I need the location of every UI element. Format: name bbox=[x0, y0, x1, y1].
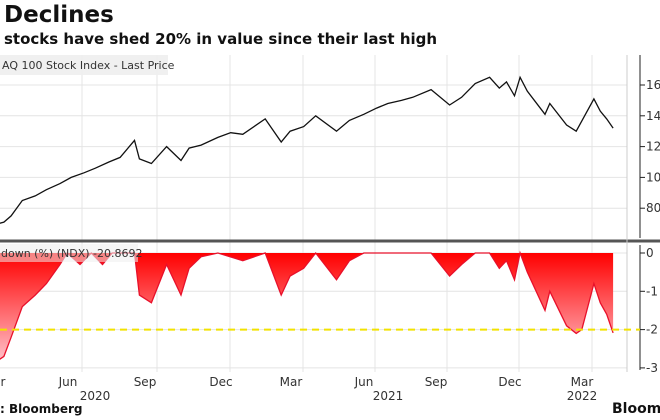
y-tick-label: -1 bbox=[646, 284, 658, 298]
y-tick-label: 0 bbox=[646, 246, 654, 260]
bottom-legend: down (%) (NDX) -20.8692 bbox=[1, 247, 142, 260]
x-year-label: 2021 bbox=[373, 389, 404, 403]
x-tick-label: Sep bbox=[425, 375, 448, 389]
x-tick-label: Dec bbox=[209, 375, 232, 389]
x-tick-label: Jun bbox=[354, 375, 374, 389]
chart-subtitle: stocks have shed 20% in value since thei… bbox=[4, 30, 438, 48]
top-legend-box bbox=[0, 55, 168, 75]
x-tick-label: Sep bbox=[134, 375, 157, 389]
drawdown-area bbox=[0, 250, 614, 360]
x-tick-label: r bbox=[1, 375, 6, 389]
y-tick-label: 14 bbox=[646, 109, 660, 123]
x-tick-label: Mar bbox=[571, 375, 594, 389]
y-tick-label: -2 bbox=[646, 323, 658, 337]
drawdown-series-line bbox=[0, 250, 614, 360]
source-note: : Bloomberg bbox=[0, 402, 83, 416]
y-tick-label: 10 bbox=[646, 170, 660, 184]
x-year-label: 2020 bbox=[80, 389, 111, 403]
x-tick-label: Dec bbox=[498, 375, 521, 389]
x-tick-label: Mar bbox=[280, 375, 303, 389]
grid bbox=[0, 55, 627, 372]
y-tick-label: 12 bbox=[646, 140, 660, 154]
x-tick-label: Jun bbox=[58, 375, 78, 389]
drawdown-fill bbox=[0, 253, 614, 360]
y-tick-label: 16 bbox=[646, 78, 660, 92]
chart-title: Declines bbox=[4, 2, 114, 28]
top-legend: AQ 100 Stock Index - Last Price bbox=[2, 59, 175, 72]
bottom-legend-box bbox=[0, 244, 138, 262]
bloomberg-logo: Bloomb bbox=[612, 401, 660, 417]
x-year-label: 2022 bbox=[567, 389, 598, 403]
y-tick-label: 80 bbox=[646, 201, 660, 215]
price-series-line bbox=[0, 75, 614, 224]
y-tick-label: -3 bbox=[646, 361, 658, 375]
price-line bbox=[0, 75, 614, 224]
